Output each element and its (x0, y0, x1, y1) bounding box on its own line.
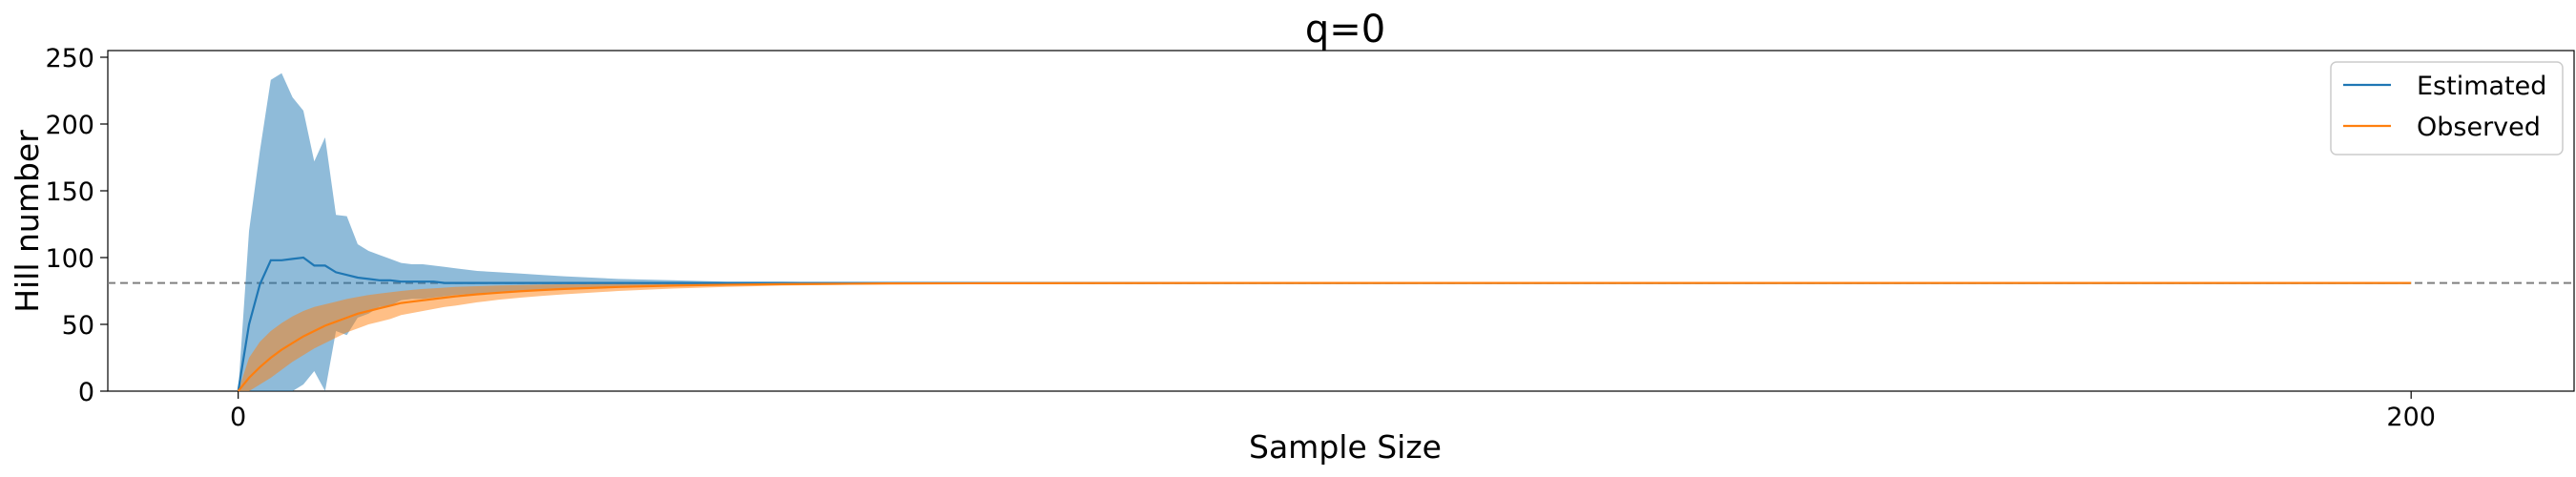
estimated-confidence-band (238, 73, 2412, 392)
x-axis: 0 200 (230, 391, 2436, 432)
observed-line (237, 281, 2412, 392)
plot-area (107, 50, 2575, 392)
plot-frame (107, 50, 2575, 392)
y-tick-label: 150 (45, 177, 94, 207)
x-axis-label: Sample Size (1249, 428, 1442, 466)
observed-confidence-band (238, 282, 2412, 391)
y-tick-label: 100 (45, 244, 94, 274)
x-tick-label: 200 (2386, 403, 2436, 432)
y-axis-label: Hill number (9, 130, 46, 313)
legend-label-estimated: Estimated (2417, 72, 2546, 101)
y-axis: 0 50 100 150 200 250 (45, 44, 108, 407)
legend: Estimated Observed (2330, 61, 2564, 156)
y-tick-label: 250 (45, 44, 94, 73)
y-tick-label: 50 (62, 311, 94, 341)
legend-label-observed: Observed (2417, 113, 2541, 142)
y-tick-label: 200 (45, 111, 94, 140)
x-tick-label: 0 (230, 403, 246, 432)
y-tick-label: 0 (78, 378, 94, 407)
chart-title: q=0 (1305, 8, 1385, 52)
